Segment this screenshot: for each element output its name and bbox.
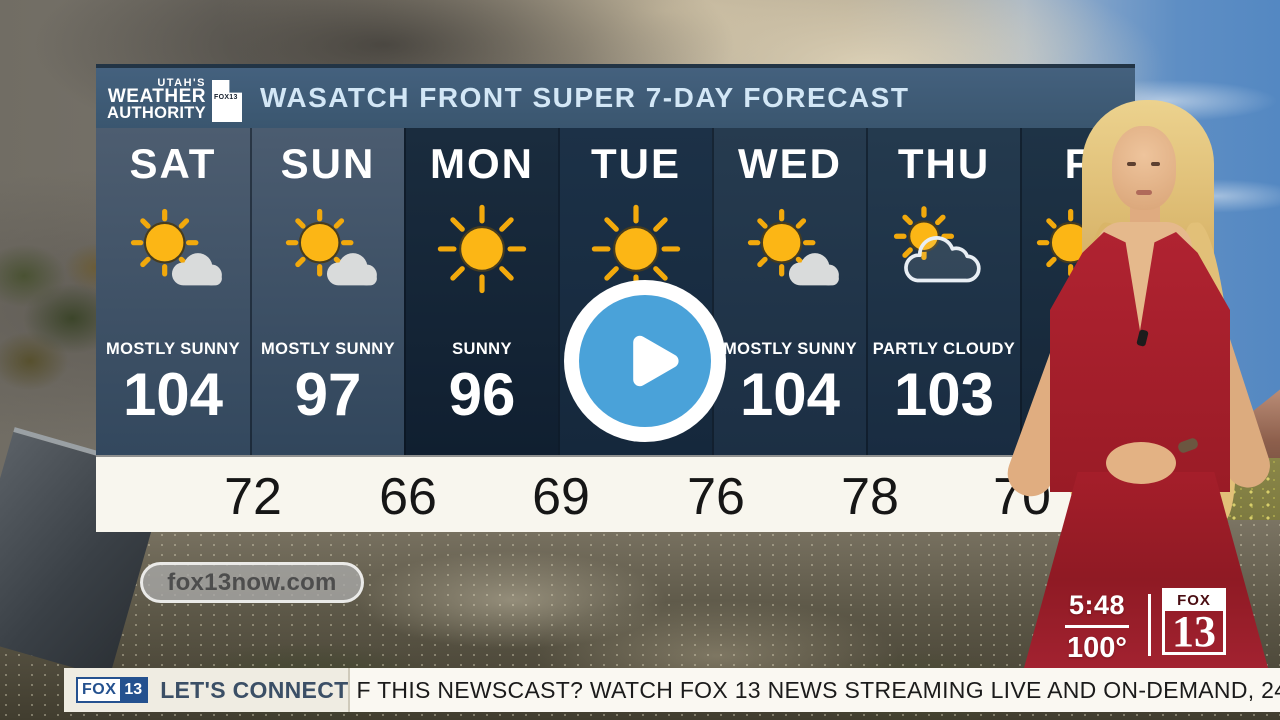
low-temp: 69 <box>532 468 590 526</box>
forecast-title: WASATCH FRONT SUPER 7-DAY FORECAST <box>260 82 910 113</box>
day-label: MON <box>430 140 534 187</box>
anchor-hands <box>1106 442 1176 484</box>
fox-wordmark: FOX <box>78 679 121 701</box>
anchor-eye <box>1127 162 1136 166</box>
sunny-icon <box>406 196 558 306</box>
bug-divider-line <box>1065 625 1129 628</box>
day-high-temp: 103 <box>893 361 995 428</box>
forecast-header-bar: UTAH'S WEATHER AUTHORITY FOX13 WASATCH F… <box>96 64 1135 128</box>
anchor-face <box>1112 126 1176 210</box>
anchor-eye <box>1151 162 1160 166</box>
day-high-temp: 104 <box>122 361 224 428</box>
mostly-sunny-icon <box>714 196 866 306</box>
mostly-sunny-icon <box>252 196 404 306</box>
lets-connect-label: LET'S CONNECT <box>160 676 349 703</box>
weather-authority-logo: UTAH'S WEATHER AUTHORITY FOX13 <box>106 76 246 126</box>
day-condition: MOSTLY SUNNY <box>722 340 858 358</box>
forecast-panel: UTAH'S WEATHER AUTHORITY FOX13 WASATCH F… <box>96 64 1135 532</box>
day-label: TUE <box>591 140 681 187</box>
forecast-day-thursday: THU PARTLY CLOUDY 103 <box>866 128 1020 455</box>
ticker-branding: FOX 13 LET'S CONNECT <box>64 668 349 712</box>
day-condition: MOSTLY SUNNY <box>105 340 241 358</box>
partly-cloudy-icon <box>868 196 1020 306</box>
low-temp: 76 <box>687 468 745 526</box>
current-temp: 100° <box>1067 631 1127 664</box>
day-condition: MOSTLY SUNNY <box>260 340 396 358</box>
low-temp: 72 <box>224 468 282 526</box>
clock-time: 5:48 <box>1068 590 1126 620</box>
brand-weather-label: WEATHER <box>107 86 206 108</box>
news-anchor <box>1000 92 1276 668</box>
bug-vertical-divider <box>1148 594 1151 656</box>
fox13-corner-logo: FOX 13 <box>1162 588 1226 655</box>
mostly-sunny-icon <box>96 196 250 306</box>
fox13-ticker-logo: FOX 13 <box>76 677 149 703</box>
day-high-temp: 96 <box>448 361 516 428</box>
fox-wordmark: FOX <box>1165 591 1223 611</box>
time-temp-bug: 5:48 100° <box>1052 590 1142 665</box>
forecast-day-saturday: SAT MOSTLY SUNNY 104 <box>96 128 250 455</box>
ticker-divider <box>348 668 351 712</box>
day-label: WED <box>738 140 842 187</box>
day-high-temp: 104 <box>739 361 841 428</box>
low-temp: 66 <box>379 468 437 526</box>
low-temp: 78 <box>841 468 899 526</box>
day-label: THU <box>897 140 991 187</box>
news-ticker: FOX 13 LET'S CONNECT F THIS NEWSCAST? WA… <box>64 668 1280 712</box>
play-button[interactable] <box>564 280 726 442</box>
day-label: SAT <box>129 140 217 187</box>
brand-authority-label: AUTHORITY <box>107 103 206 122</box>
play-icon <box>579 295 711 427</box>
ticker-scroll-text: F THIS NEWSCAST? WATCH FOX 13 NEWS STREA… <box>350 668 1280 712</box>
utah-state-fox13-icon: FOX13 <box>212 80 242 122</box>
forecast-day-sunday: SUN MOSTLY SUNNY 97 <box>250 128 404 455</box>
forecast-day-monday: MON SUNNY 96 <box>404 128 558 455</box>
day-high-temp: 97 <box>294 361 362 428</box>
forecast-day-wednesday: WED MOSTLY SUNNY 104 <box>712 128 866 455</box>
channel-number: 13 <box>120 679 147 701</box>
anchor-lips <box>1136 190 1152 195</box>
channel-number: 13 <box>1172 607 1216 656</box>
low-temps-strip: 72 66 69 76 78 70 <box>96 455 1135 532</box>
day-label: SUN <box>280 140 376 187</box>
day-condition: SUNNY <box>452 340 512 358</box>
day-condition: PARTLY CLOUDY <box>872 340 1016 358</box>
fox13now-watermark: fox13now.com <box>140 562 364 603</box>
weather-authority-text: UTAH'S WEATHER AUTHORITY <box>106 77 206 122</box>
brand-utahs-label: UTAH'S <box>157 77 206 89</box>
